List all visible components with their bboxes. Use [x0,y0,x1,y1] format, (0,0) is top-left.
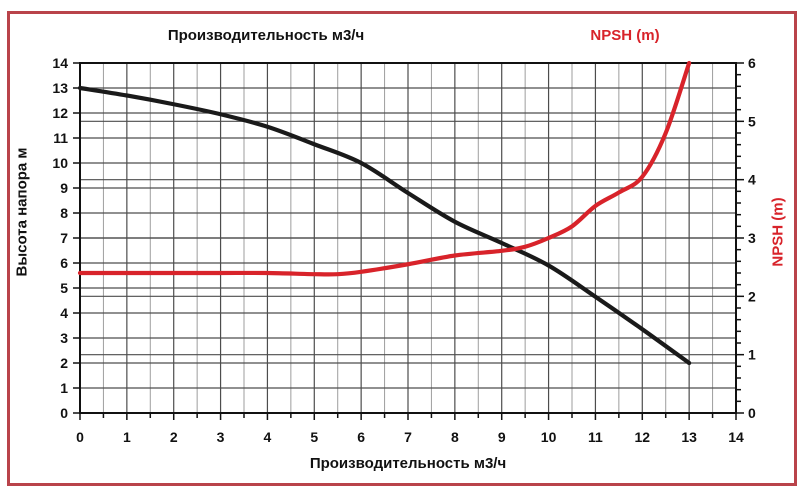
x-tick-label: 8 [451,429,459,445]
left-axis-title: Высота напора м [13,147,31,277]
x-tick-label: 3 [217,429,225,445]
x-tick-label: 14 [728,429,744,445]
y-left-tick-label: 8 [60,205,68,221]
y-left-tick-label: 0 [60,405,68,421]
y-left-tick-label: 2 [60,355,68,371]
right-axis-title: NPSH (m) [769,197,787,267]
y-left-tick-label: 11 [53,130,68,146]
y-right-tick-label: 0 [748,405,756,421]
y-left-tick-label: 14 [52,55,68,71]
x-tick-label: 7 [404,429,412,445]
y-right-tick-label: 6 [748,55,756,71]
y-left-tick-label: 5 [60,280,68,296]
top-axis-title: Производительность м3/ч [167,27,365,44]
x-tick-label: 10 [541,429,557,445]
y-right-tick-label: 2 [748,288,756,304]
x-tick-label: 4 [264,429,272,445]
x-axis-title: Производительность м3/ч [309,455,507,472]
head-curve [77,85,692,366]
x-tick-label: 5 [310,429,318,445]
x-tick-label: 13 [681,429,697,445]
x-tick-label: 2 [170,429,178,445]
y-right-tick-label: 5 [748,113,756,129]
x-tick-label: 9 [498,429,506,445]
y-left-tick-label: 12 [52,105,68,121]
x-tick-label: 12 [634,429,650,445]
y-left-tick-label: 9 [60,180,68,196]
y-right-tick-label: 3 [748,230,756,246]
npsh-axis-title-top: NPSH (m) [590,27,660,44]
y-left-tick-label: 1 [60,380,68,396]
y-left-tick-label: 3 [60,330,68,346]
x-tick-label: 1 [123,429,131,445]
y-right-tick-label: 1 [748,347,756,363]
x-tick-label: 6 [357,429,365,445]
x-tick-label: 0 [76,429,84,445]
y-left-tick-label: 7 [60,230,68,246]
y-right-tick-label: 4 [748,172,756,188]
y-left-tick-label: 10 [52,155,68,171]
npsh-curve [77,60,692,277]
y-left-tick-label: 13 [52,80,68,96]
x-tick-label: 11 [588,429,603,445]
y-left-tick-label: 4 [60,305,68,321]
chart-frame [7,11,797,486]
y-left-tick-label: 6 [60,255,68,271]
